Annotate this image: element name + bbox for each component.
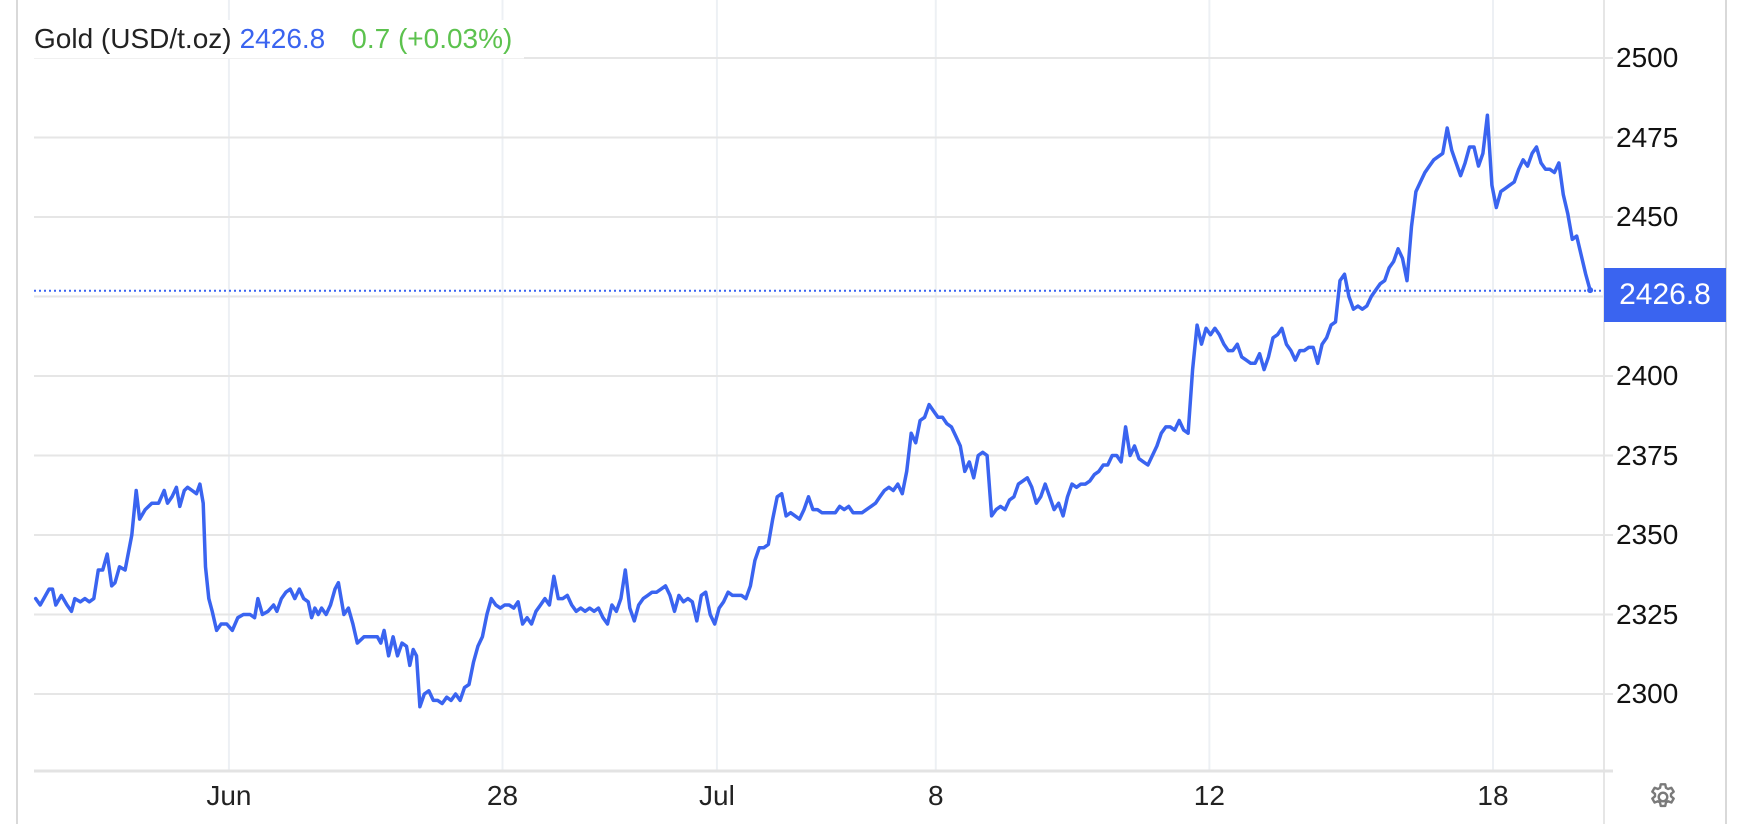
y-tick-label: 2375 bbox=[1616, 439, 1679, 471]
gear-icon[interactable] bbox=[1647, 781, 1679, 813]
y-tick-label: 2475 bbox=[1616, 121, 1679, 153]
y-tick-label: 2450 bbox=[1616, 201, 1679, 232]
x-tick-label: 28 bbox=[486, 780, 519, 811]
instrument-name: Gold (USD/t.oz) bbox=[34, 23, 232, 54]
x-tick-label: Jul bbox=[698, 780, 735, 811]
y-tick-label: 2400 bbox=[1616, 360, 1679, 391]
last-point-marker bbox=[1587, 287, 1594, 294]
current-price: 2426.8 bbox=[239, 23, 326, 54]
last-price-badge: 2426.8 bbox=[1604, 268, 1726, 322]
y-tick-label: 2350 bbox=[1616, 519, 1679, 550]
x-tick-label: 18 bbox=[1477, 780, 1509, 811]
x-tick-label: 12 bbox=[1193, 780, 1225, 811]
y-tick-label: 2300 bbox=[1616, 678, 1679, 709]
y-axis-separator bbox=[1603, 0, 1605, 824]
x-tick-label: Jun bbox=[206, 780, 252, 811]
price-line bbox=[33, 113, 1592, 709]
x-tick-label: 8 bbox=[927, 780, 944, 811]
price-change: 0.7 (+0.03%) bbox=[351, 23, 513, 54]
chart-right-border bbox=[1725, 0, 1727, 824]
chart-legend: Gold (USD/t.oz) 2426.8 0.7 (+0.03%) bbox=[34, 20, 525, 59]
y-tick-label: 2325 bbox=[1616, 598, 1679, 630]
y-tick-label: 2500 bbox=[1616, 42, 1679, 73]
chart-left-border bbox=[16, 0, 18, 824]
